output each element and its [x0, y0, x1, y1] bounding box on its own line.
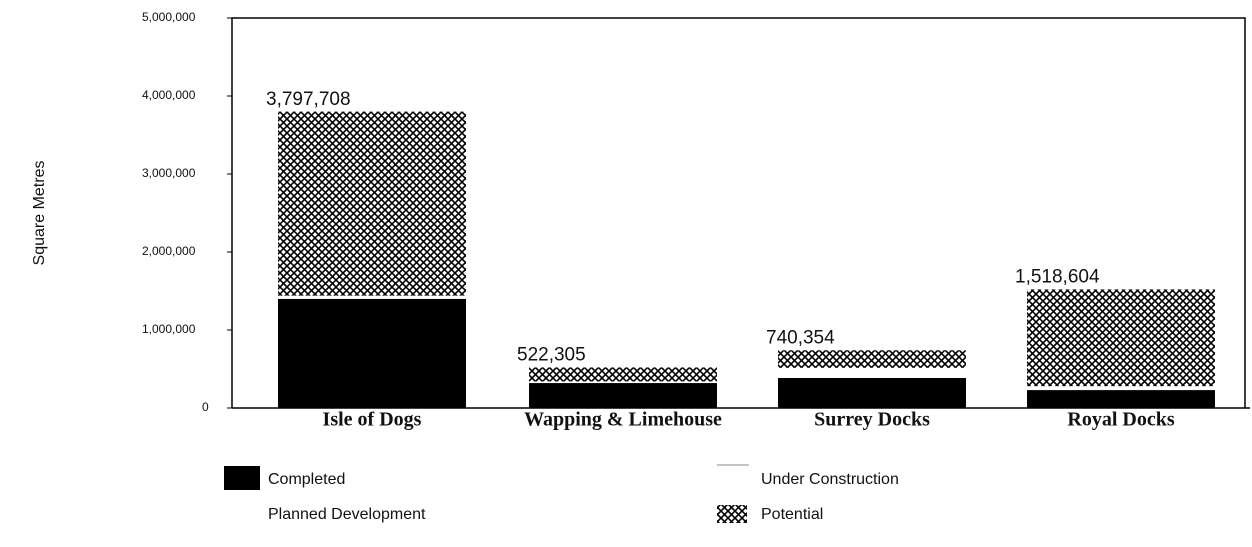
y-tick-label: 1,000,000	[142, 322, 196, 336]
bar-segment	[1027, 386, 1215, 391]
legend-label: Completed	[268, 471, 345, 488]
bar-segment	[529, 367, 717, 382]
y-tick-label: 4,000,000	[142, 88, 196, 102]
x-tick-label: Isle of Dogs	[323, 409, 422, 431]
bar-segment	[278, 111, 466, 296]
y-tick-label: 3,000,000	[142, 166, 196, 180]
plot-frame	[231, 17, 1246, 408]
y-tick-label: 2,000,000	[142, 244, 196, 258]
y-axis-label: Square Metres	[31, 161, 48, 266]
y-tick-label: 0	[202, 400, 209, 414]
bar-segment	[1027, 289, 1215, 387]
legend-swatch	[717, 505, 747, 523]
bar-segment	[778, 375, 966, 378]
y-tick-label: 5,000,000	[142, 10, 196, 24]
legend-label: Under Construction	[761, 471, 899, 488]
total-label: 740,354	[766, 327, 835, 348]
bar-segment	[529, 383, 717, 408]
bar-segment	[529, 381, 717, 384]
legend-label: Planned Development	[268, 506, 426, 523]
bar-segment	[1027, 390, 1215, 408]
legend-label: Potential	[761, 506, 823, 523]
bar-segment	[778, 350, 966, 368]
total-label: 1,518,604	[1015, 267, 1100, 288]
x-tick-label: Surrey Docks	[814, 409, 930, 431]
bar-segment	[778, 367, 966, 376]
bar-segment	[778, 377, 966, 408]
x-tick-label: Royal Docks	[1067, 409, 1174, 431]
legend-swatch	[224, 466, 260, 490]
total-label: 522,305	[517, 344, 586, 365]
bar-segment	[278, 295, 466, 299]
bar-segment	[278, 298, 466, 408]
x-tick-label: Wapping & Limehouse	[524, 409, 722, 431]
total-label: 3,797,708	[266, 89, 351, 110]
